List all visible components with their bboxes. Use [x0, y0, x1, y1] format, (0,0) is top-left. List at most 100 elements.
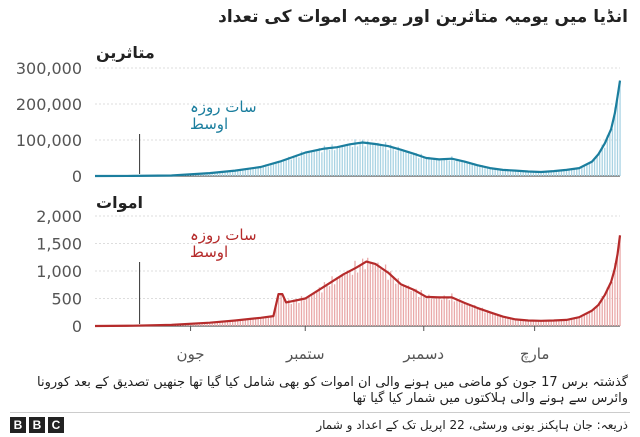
cases-daily-bar	[272, 163, 275, 176]
x-tick-label: مارچ	[520, 345, 550, 364]
cases-daily-bar	[349, 143, 351, 176]
deaths-daily-bar	[221, 321, 224, 326]
deaths-daily-bar	[537, 321, 540, 326]
deaths-daily-bar	[219, 321, 221, 326]
deaths-daily-bar	[458, 299, 461, 326]
cases-daily-bar	[489, 168, 491, 176]
deaths-daily-bar	[402, 285, 405, 326]
deaths-daily-bar	[474, 305, 476, 326]
cases-daily-bar	[499, 169, 501, 176]
deaths-daily-bar	[576, 317, 578, 326]
deaths-daily-bar	[270, 315, 272, 326]
deaths-daily-bar	[463, 302, 466, 326]
deaths-daily-bar	[535, 320, 537, 326]
deaths-daily-bar	[209, 322, 211, 326]
cases-daily-bar	[328, 150, 331, 176]
cases-daily-bar	[443, 157, 445, 176]
cases-daily-bar	[548, 170, 550, 176]
cases-daily-bar	[609, 130, 611, 176]
deaths-annotation-text: اوسط	[190, 243, 228, 261]
deaths-daily-bar	[364, 269, 366, 326]
deaths-daily-bar	[367, 257, 369, 326]
cases-daily-bar	[471, 164, 473, 176]
deaths-daily-bar	[313, 293, 315, 326]
deaths-daily-bar	[206, 323, 208, 326]
cases-daily-bar	[298, 157, 300, 176]
cases-annotation-text: اوسط	[190, 115, 228, 133]
deaths-daily-bar	[504, 316, 507, 326]
cases-daily-bar	[433, 158, 435, 176]
cases-daily-bar	[550, 171, 552, 176]
cases-daily-bar	[300, 151, 303, 176]
deaths-daily-bar	[280, 294, 282, 326]
deaths-daily-bar	[441, 299, 443, 326]
cases-daily-bar	[583, 164, 586, 176]
deaths-daily-bar	[578, 316, 580, 326]
deaths-daily-bar	[384, 264, 387, 326]
deaths-daily-bar	[520, 320, 522, 326]
cases-daily-bar	[221, 171, 224, 176]
deaths-daily-bar	[295, 299, 298, 326]
cases-daily-bar	[344, 146, 346, 176]
deaths-daily-bar	[216, 321, 219, 326]
x-tick-label: دسمبر	[402, 345, 444, 363]
deaths-daily-bar	[611, 282, 614, 326]
cases-daily-bar	[527, 171, 529, 176]
deaths-daily-bar	[201, 323, 203, 326]
deaths-daily-bar	[609, 283, 611, 326]
cases-daily-bar	[308, 151, 310, 176]
cases-daily-bar	[382, 146, 384, 176]
cases-daily-bar	[387, 150, 389, 176]
cases-daily-bar	[402, 150, 405, 176]
cases-daily-bar	[390, 144, 392, 176]
cases-daily-bar	[586, 164, 588, 176]
chart-title: انڈیا میں یومیہ متاثرین اور یومیہ اموات …	[218, 7, 628, 27]
cases-daily-bar	[509, 170, 512, 176]
cases-daily-bar	[476, 165, 478, 176]
cases-daily-bar	[504, 169, 507, 176]
deaths-daily-bar	[469, 304, 471, 326]
cases-daily-bar	[581, 167, 583, 176]
cases-daily-bar	[456, 159, 458, 176]
deaths-daily-bar	[507, 318, 509, 326]
cases-daily-bar	[384, 142, 387, 176]
deaths-daily-bar	[377, 262, 379, 326]
deaths-daily-bar	[489, 312, 491, 326]
deaths-daily-bar	[570, 317, 573, 326]
deaths-daily-bar	[596, 306, 598, 326]
deaths-daily-bar	[260, 318, 262, 326]
deaths-daily-bar	[438, 296, 440, 326]
deaths-daily-bar	[354, 260, 356, 326]
footer-divider	[10, 412, 630, 413]
cases-daily-bar	[420, 153, 422, 176]
deaths-daily-bar	[339, 275, 341, 326]
deaths-daily-bar	[346, 270, 349, 326]
deaths-daily-bar	[254, 318, 257, 326]
cases-daily-bar	[410, 154, 412, 176]
deaths-daily-bar	[509, 317, 512, 326]
cases-daily-bar	[530, 171, 532, 176]
cases-daily-bar	[239, 169, 241, 176]
deaths-daily-bar	[242, 319, 244, 326]
cases-daily-bar	[537, 172, 540, 176]
deaths-daily-bar	[522, 320, 524, 326]
deaths-daily-bar	[420, 290, 422, 326]
cases-daily-bar	[367, 140, 369, 176]
deaths-daily-bar	[224, 321, 226, 326]
deaths-annotation-text: سات روزہ	[190, 226, 257, 244]
deaths-daily-bar	[514, 320, 517, 326]
cases-daily-bar	[405, 151, 407, 176]
cases-daily-bar	[397, 146, 399, 176]
deaths-daily-bar	[321, 292, 323, 326]
cases-daily-bar	[280, 161, 282, 176]
deaths-daily-bar	[226, 320, 229, 326]
cases-daily-bar	[497, 169, 499, 176]
cases-daily-bar	[535, 171, 537, 176]
cases-daily-bar	[303, 154, 305, 176]
cases-daily-bar	[377, 142, 379, 176]
cases-daily-bar	[372, 143, 374, 176]
cases-daily-bar	[226, 171, 229, 176]
deaths-daily-bar	[275, 306, 277, 326]
deaths-daily-bar	[239, 319, 241, 326]
